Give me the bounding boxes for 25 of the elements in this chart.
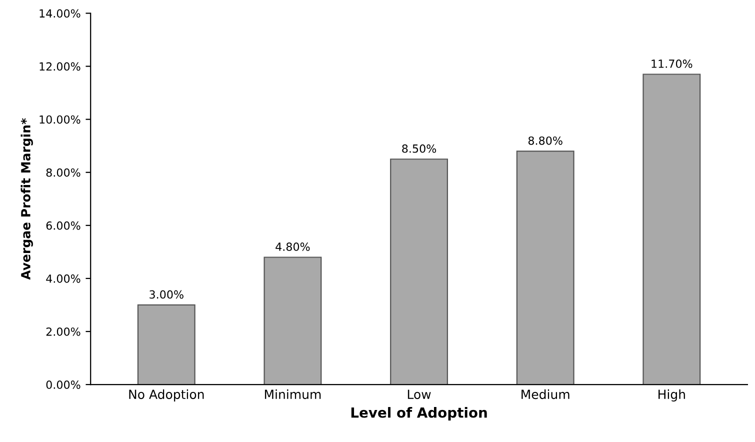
y-tick-label: 10.00%	[40, 115, 80, 124]
data-label: 3.00%	[150, 290, 184, 299]
x-tick-label: Medium	[522, 389, 570, 400]
y-tick-label: 2.00%	[46, 327, 80, 336]
y-tick-label: 6.00%	[46, 221, 80, 230]
bar	[137, 304, 196, 385]
data-label: 8.80%	[528, 136, 562, 145]
bar	[264, 256, 322, 385]
y-tick-label: 8.00%	[46, 168, 80, 177]
y-tick-label: 4.00%	[46, 274, 80, 283]
y-tick-label: 14.00%	[40, 9, 80, 18]
data-label: 11.70%	[652, 60, 692, 68]
x-tick-label: High	[658, 389, 685, 402]
x-axis-title: Level of Adoption	[351, 407, 487, 420]
y-tick-label: 12.00%	[40, 62, 80, 71]
y-tick-label: 0.00%	[46, 380, 80, 389]
x-tick-label: No Adoption	[129, 389, 204, 402]
bar	[390, 158, 448, 385]
bar	[642, 74, 701, 385]
y-axis-title: Avergae Profit Margin*	[20, 118, 33, 280]
x-tick-label: Low	[408, 390, 431, 400]
bar	[516, 150, 574, 385]
x-tick-label: Minimum	[264, 389, 321, 400]
data-label: 4.80%	[276, 242, 310, 251]
data-label: 8.50%	[402, 144, 436, 153]
